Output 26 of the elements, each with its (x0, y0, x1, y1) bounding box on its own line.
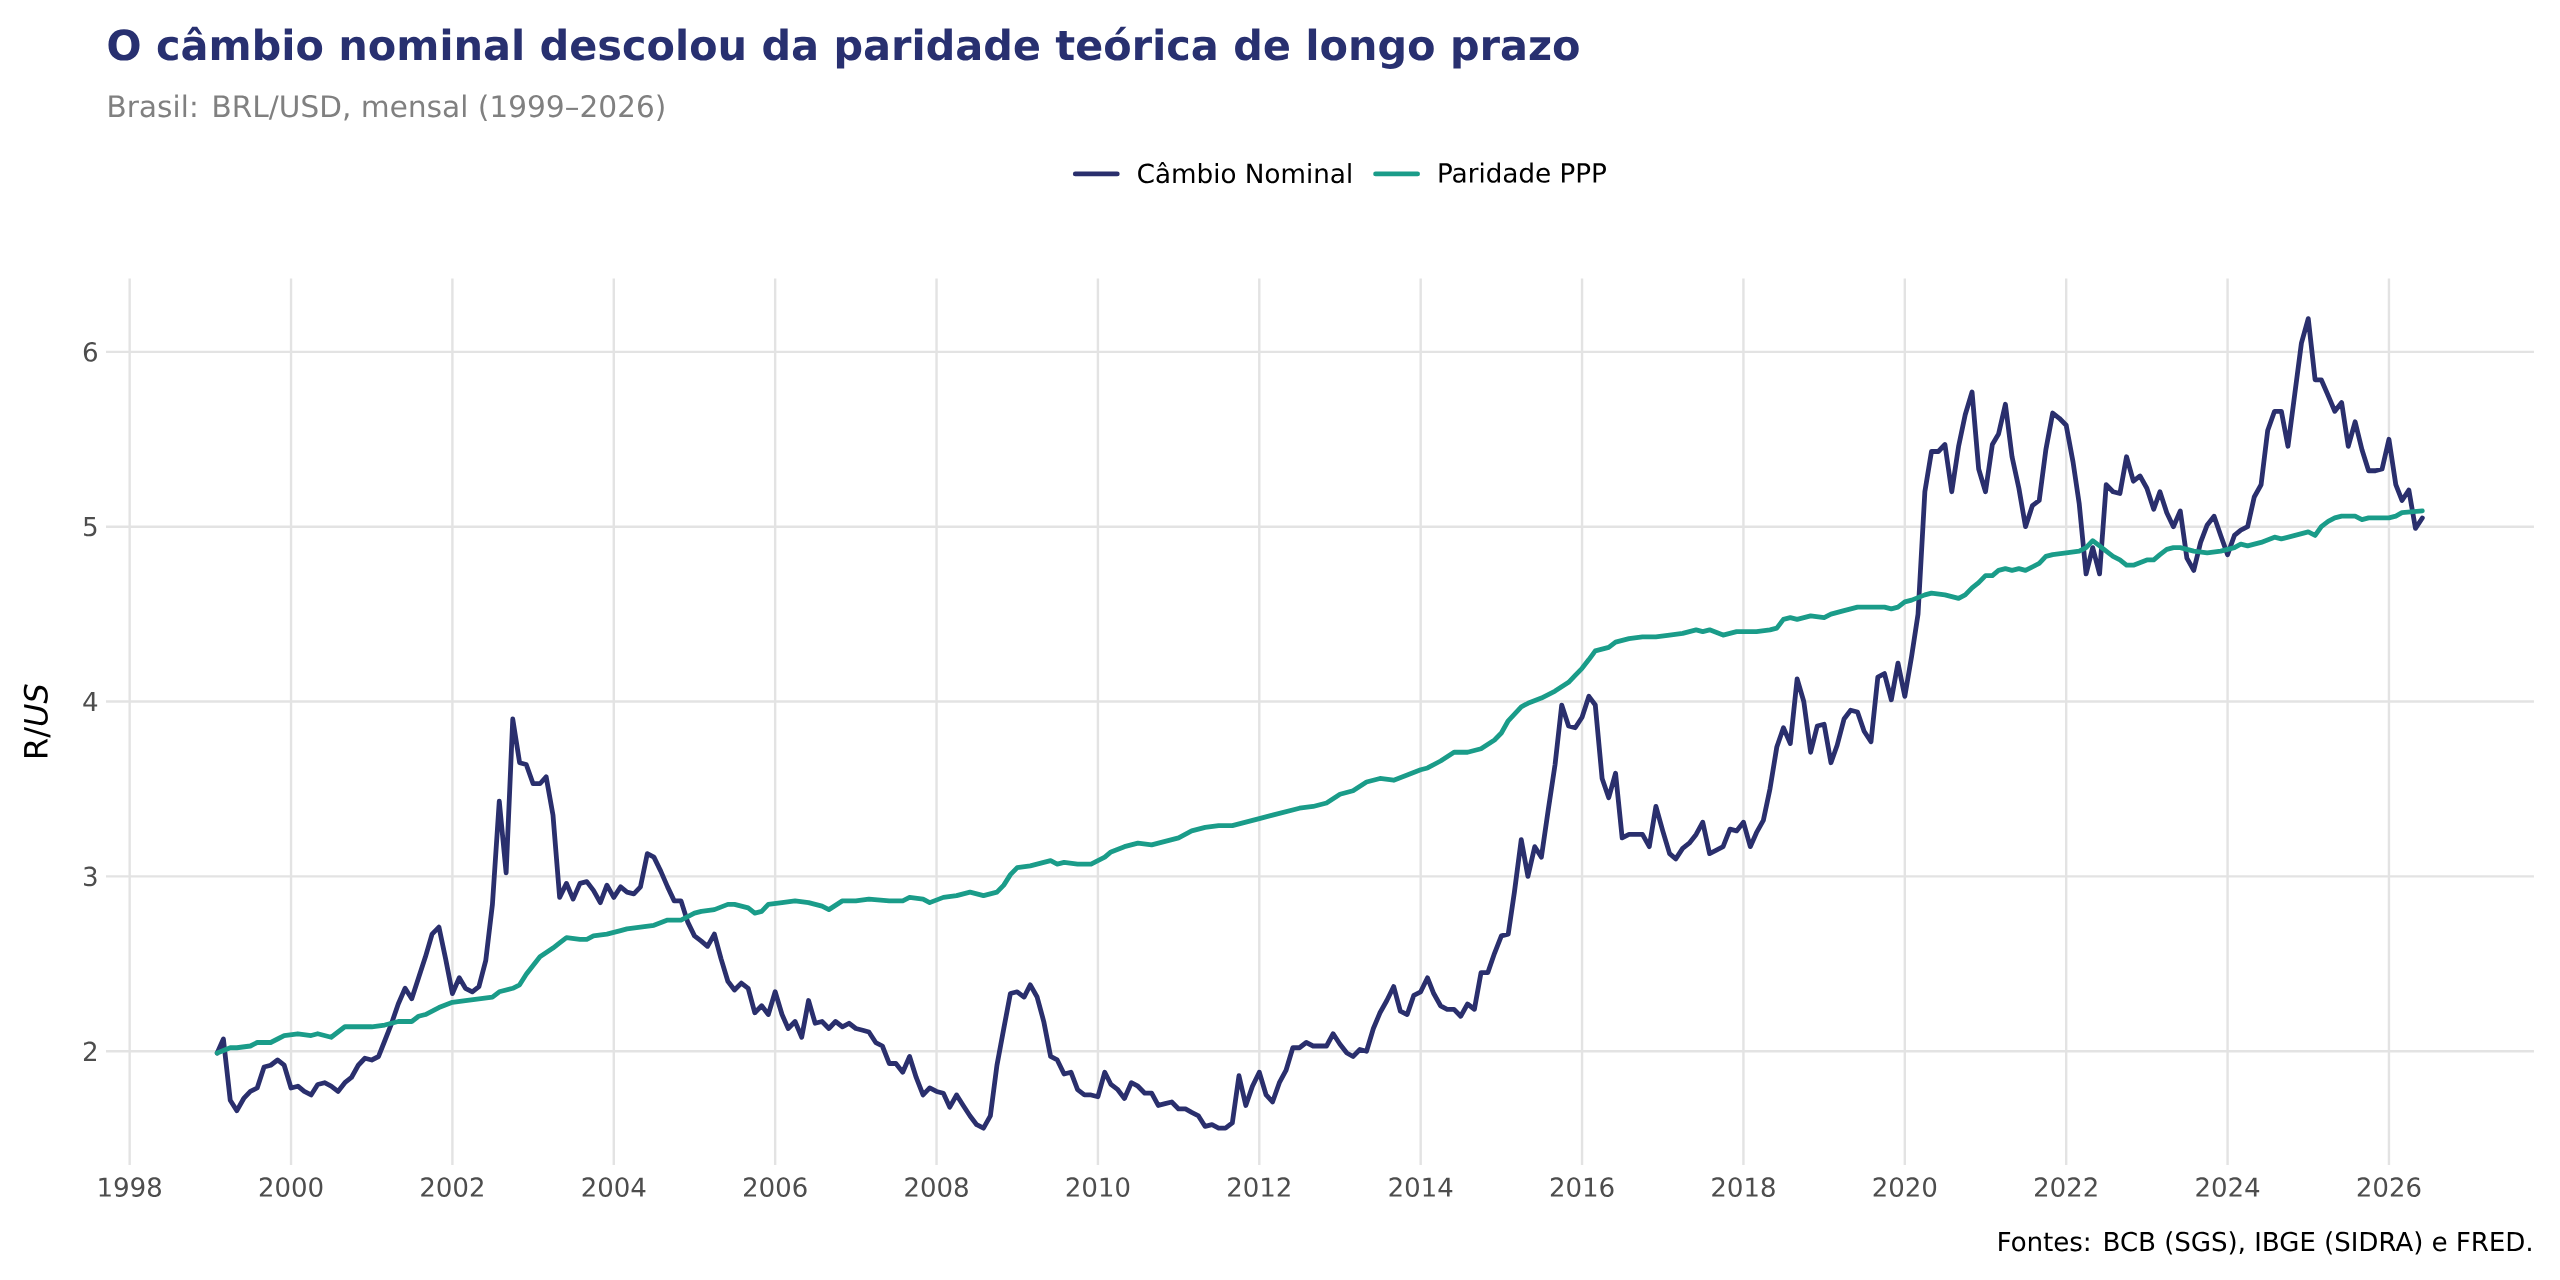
x-tick-label: 2018 (1712, 1177, 1775, 1197)
x-tick-label: 2012 (1228, 1177, 1290, 1197)
x-tick-label: 2000 (259, 1177, 323, 1197)
legend-label: Paridade PPP (1439, 162, 1606, 183)
x-tick-label: 2020 (1873, 1177, 1937, 1197)
y-tick-label: 5 (84, 517, 97, 537)
text: Fontes: BCB (SGS), IBGE (SIDRA) e FRED. (1999, 1231, 2531, 1255)
y-tick-label: 6 (83, 342, 97, 362)
y-tick-label: 3 (84, 866, 97, 887)
x-tick-label: 2002 (421, 1177, 483, 1197)
x-tick-label: 2026 (2357, 1177, 2421, 1197)
x-tick-label: 1998 (99, 1177, 161, 1197)
chart-title: O câmbio nominal descolou da paridade teórica de longo prazo (108, 26, 1579, 69)
x-tick-label: 2006 (743, 1177, 807, 1197)
x-tick-label: 2008 (905, 1177, 968, 1197)
y-tick-label: 2 (83, 1041, 96, 1061)
x-tick-label: 2010 (1066, 1177, 1130, 1197)
x-tick-label: 2014 (1389, 1177, 1453, 1197)
x-tick-label: 2016 (1550, 1177, 1614, 1197)
chart-subtitle: Brasil: BRL/USD, mensal (1999–2026) (109, 94, 664, 121)
x-tick-label: 2024 (2196, 1177, 2260, 1197)
y-axis-title: R/US (23, 684, 51, 757)
y-tick-label: 4 (83, 692, 98, 712)
x-tick-label: 2022 (2035, 1177, 2097, 1197)
legend-label: Câmbio Nominal (1138, 161, 1351, 184)
x-tick-label: 2004 (582, 1177, 646, 1197)
